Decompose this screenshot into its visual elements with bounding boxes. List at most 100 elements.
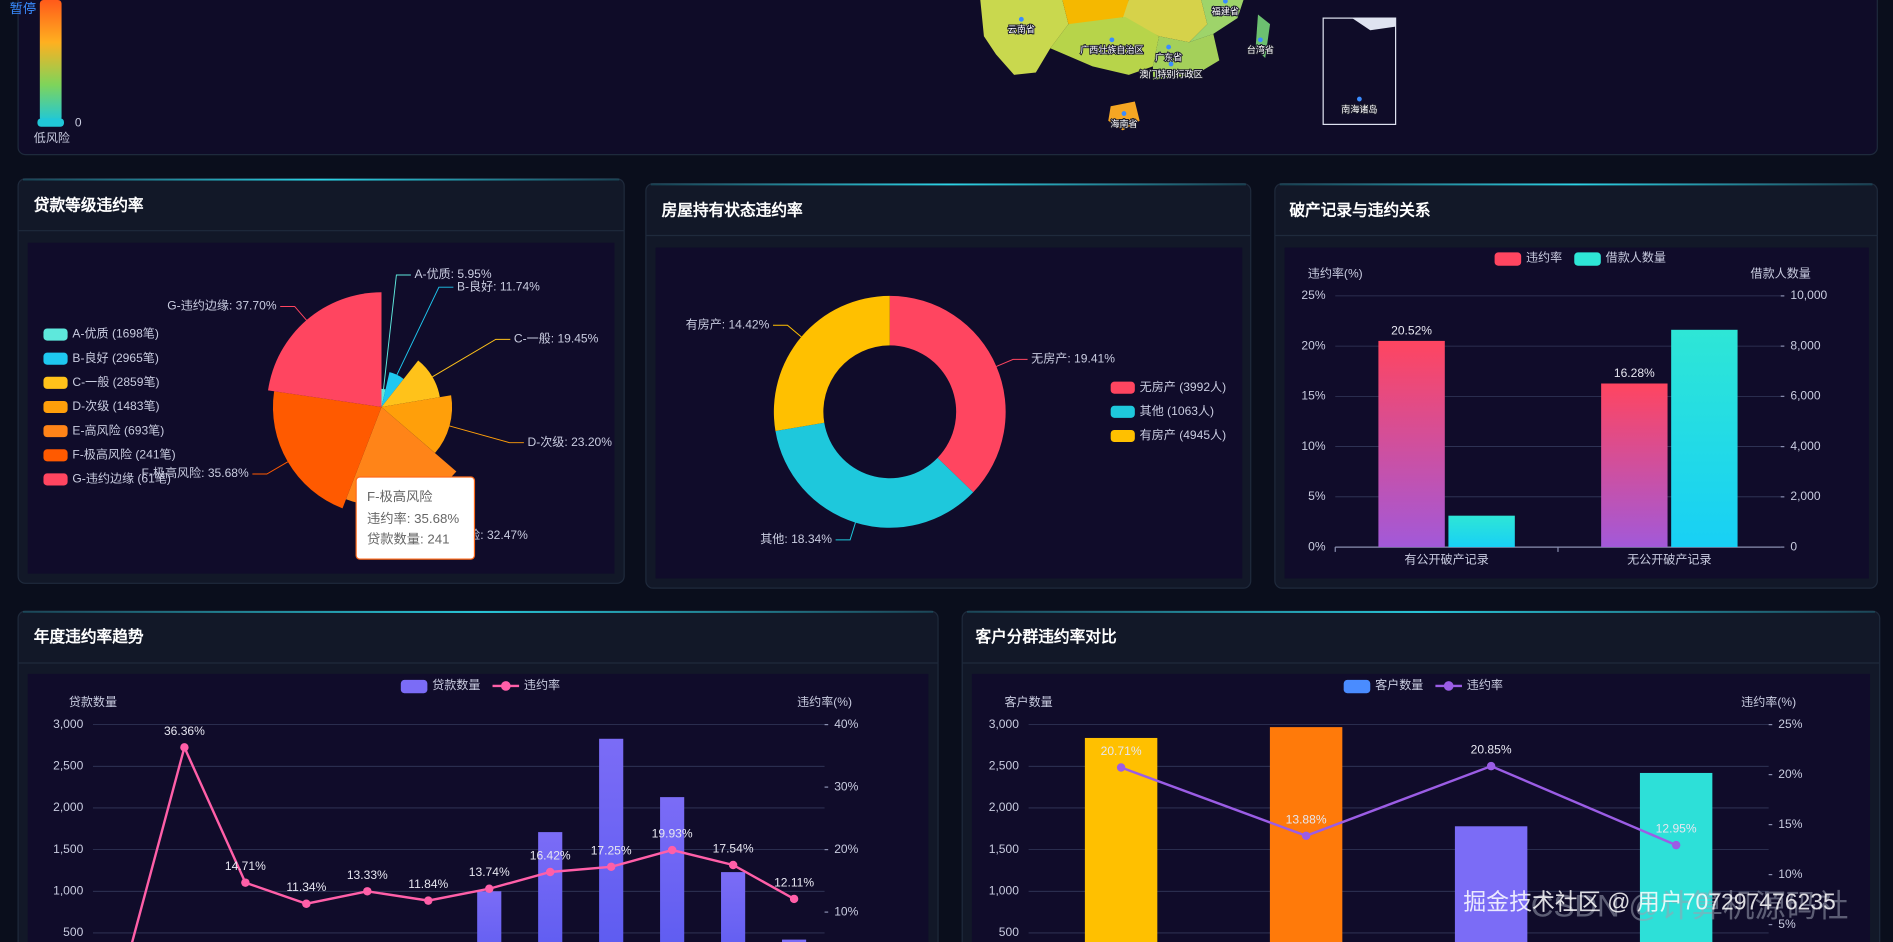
map-label: 广东省 [1155,51,1182,62]
panel-title: 年度违约率趋势 [34,627,144,646]
legend-label: 客户数量 [1375,677,1423,692]
map [980,0,1397,131]
tooltip-line: 违约率: 35.68% [367,510,459,526]
slice-label: C-一般: 19.45% [514,331,599,346]
y2-tick-label: 20% [1778,767,1802,781]
map-label: 广西壮族自治区 [1080,44,1143,55]
slice-label: 有房产: 14.42% [686,316,770,331]
legend-swatch [43,425,68,438]
panel-top-line [22,178,620,181]
map-dot [1121,111,1127,116]
region [1050,16,1159,75]
panel-top-line [1279,183,1873,186]
slice-label: 无房产: 19.41% [1031,351,1115,366]
bar-label: 20.52% [1391,323,1432,337]
legend-label: G-违约边缘 (61笔) [72,471,170,486]
pie-slice [381,360,440,407]
y2-tick-label: 6,000 [1790,389,1820,403]
line-point [485,884,494,893]
map-dot [1168,61,1174,67]
legend-swatch [43,400,68,414]
heat-legend-bar [39,0,62,121]
map-dot [1109,37,1115,43]
line-point [180,743,189,752]
chart-area [1284,247,1869,579]
map-label: 云南省 [1008,24,1035,35]
legend-label: 违约率 [524,677,560,692]
bar [1454,826,1528,942]
point-label: 19.93% [652,827,693,841]
y2-tick-label: 20% [834,842,858,856]
line-point [728,860,738,870]
map-label: 海南省 [1110,118,1137,129]
y2-tick-label: 10% [1778,867,1802,881]
slice-label: 其他: 18.34% [760,532,832,546]
y2-tick-label: 40% [834,717,858,731]
pie-slice [889,295,1006,493]
legend-label: 违约率 [1526,250,1562,265]
line-point [363,887,372,896]
y-tick-label: 10% [1301,439,1325,453]
y-tick-label: 15% [1301,389,1325,403]
legend-label: B-良好 (2965笔) [72,350,158,365]
legend-swatch [400,679,428,694]
legend-label: C-一般 (2859笔) [72,374,159,389]
region [1122,0,1208,43]
legend-dot [1443,681,1454,691]
y-axis-name: 客户数量 [1004,694,1052,709]
y-tick-label: 5% [1308,489,1326,503]
y2-axis-name: 违约率(%) [1741,694,1796,709]
point-label: 17.25% [591,843,632,857]
label-line [280,305,307,321]
tooltip-box [355,476,476,560]
region [1062,0,1129,25]
legend-swatch [43,376,68,389]
chart-area [655,247,1243,579]
y-tick-label: 2,000 [53,800,83,814]
point-label: 12.11% [774,875,814,889]
label-line [396,286,454,375]
bar [660,797,685,942]
bar [538,832,563,942]
line-point [1116,763,1126,772]
y-tick-label: 1,000 [989,883,1019,897]
heat-legend-low: 低风险 [34,130,70,145]
y-tick-label: 1,000 [53,883,83,897]
bar [782,939,807,942]
y2-tick-label: 30% [834,779,858,793]
point-label: 36.36% [164,724,205,738]
legend-swatch [1110,405,1135,418]
watermark: CSDN @计算机源码社 [1531,888,1849,923]
point-label: 20.71% [1101,744,1142,758]
bar [1084,737,1158,942]
slice-label: D-次级: 23.20% [528,435,613,449]
bar [1378,340,1445,548]
panel-top-line [650,183,1246,186]
map-dot [1222,0,1228,4]
legend-swatch [1343,679,1371,694]
point-label: 11.84% [408,877,448,891]
pause-button[interactable]: 暂停 [10,0,37,16]
line-point [1486,761,1496,771]
line-point [424,896,433,905]
panel-title: 房屋持有状态违约率 [662,200,803,219]
y-tick-label: 1,500 [989,842,1019,856]
legend-label: D-次级 (1483笔) [72,398,159,413]
legend-swatch [1574,252,1601,266]
tooltip-title: F-极高风险 [367,488,433,504]
pie-slice [268,292,382,407]
panel-title: 破产记录与违约关系 [1289,200,1430,219]
legend-label: 借款人数量 [1606,250,1666,265]
y-tick-label: 2,000 [989,800,1019,814]
bar [599,738,624,942]
legend-label: A-优质 (1698笔) [72,326,158,341]
y2-tick-label: 4,000 [1790,439,1820,453]
label-line [432,338,511,378]
pie: 无房产: 19.41% 其他: 18.34% 有房产: 14.42% 无房产 (399… [686,295,1226,546]
pie-slice [381,395,453,454]
map-panel [17,0,1878,156]
point-label: 20.85% [1471,743,1512,757]
legend-swatch [43,473,68,486]
